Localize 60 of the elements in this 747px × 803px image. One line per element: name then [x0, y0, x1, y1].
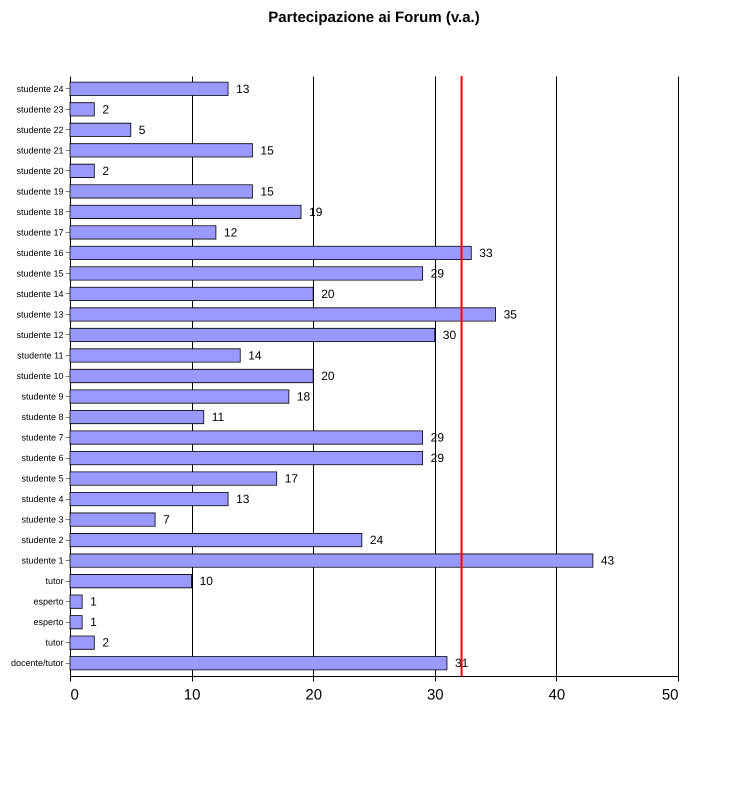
y-tick-label: studente 6: [21, 453, 64, 464]
y-tick-label: studente 22: [16, 124, 64, 135]
data-label: 30: [442, 328, 456, 342]
data-label: 35: [504, 307, 518, 322]
x-tick-label: 50: [662, 686, 678, 704]
data-label: 14: [248, 348, 262, 362]
y-tick-label: studente 17: [16, 227, 64, 238]
y-tick-label: docente/tutor: [10, 658, 64, 668]
data-label: 2: [102, 164, 110, 178]
y-tick-label: studente 15: [16, 268, 64, 278]
data-label: 17: [284, 472, 298, 486]
data-label: 2: [102, 102, 110, 116]
y-tick-label: studente 14: [16, 288, 64, 299]
data-label: 2: [102, 636, 110, 650]
y-tick-label: tutor: [45, 576, 64, 586]
y-tick-label: studente 10: [16, 371, 64, 381]
y-tick-label: studente 18: [16, 206, 64, 217]
x-tick-label: 0: [70, 686, 79, 704]
y-tick-label: studente 16: [16, 248, 64, 258]
data-label: 11: [212, 410, 225, 424]
data-label: 33: [479, 246, 493, 260]
data-label: 7: [163, 512, 170, 527]
data-label: 10: [200, 574, 214, 588]
y-tick-label: tutor: [45, 638, 64, 648]
y-tick-label: studente 2: [21, 535, 64, 546]
chart-title: Partecipazione ai Forum (v.a.): [268, 9, 480, 26]
y-tick-label: studente 5: [21, 474, 64, 484]
data-label: 18: [296, 390, 311, 404]
x-tick-label: 40: [548, 686, 566, 704]
data-label: 1: [90, 594, 98, 609]
y-tick-label: studente 23: [16, 104, 64, 114]
x-tick-label: 30: [426, 686, 444, 704]
y-tick-label: studente 3: [21, 514, 64, 525]
data-label: 13: [236, 82, 250, 96]
y-tick-label: studente 20: [16, 166, 64, 176]
data-label: 12: [224, 225, 238, 240]
y-tick-label: studente 12: [16, 330, 64, 340]
y-tick-label: studente 7: [21, 432, 64, 443]
y-tick-label: studente 13: [16, 309, 64, 320]
y-tick-label: studente 21: [16, 145, 64, 156]
y-tick-label: studente 8: [21, 412, 64, 422]
y-tick-label: studente 1: [21, 556, 64, 566]
y-tick-label: studente 24: [16, 84, 64, 94]
data-label: 24: [370, 533, 384, 548]
y-tick-label: studente 11: [17, 350, 64, 360]
data-label: 20: [321, 286, 335, 301]
y-tick-label: esperto: [33, 596, 64, 607]
y-tick-label: studente 9: [21, 392, 64, 402]
data-label: 43: [600, 554, 615, 568]
data-label: 15: [260, 143, 274, 158]
data-label: 5: [138, 122, 146, 137]
y-tick-label: studente 4: [21, 494, 64, 504]
data-label: 13: [236, 492, 250, 506]
data-label: 20: [321, 369, 335, 383]
y-tick-label: studente 19: [16, 186, 64, 196]
y-tick-label: esperto: [33, 617, 64, 628]
data-label: 1: [90, 615, 98, 630]
data-label: 15: [260, 184, 274, 198]
x-tick-label: 20: [305, 686, 322, 704]
x-tick-label: 10: [184, 686, 200, 704]
